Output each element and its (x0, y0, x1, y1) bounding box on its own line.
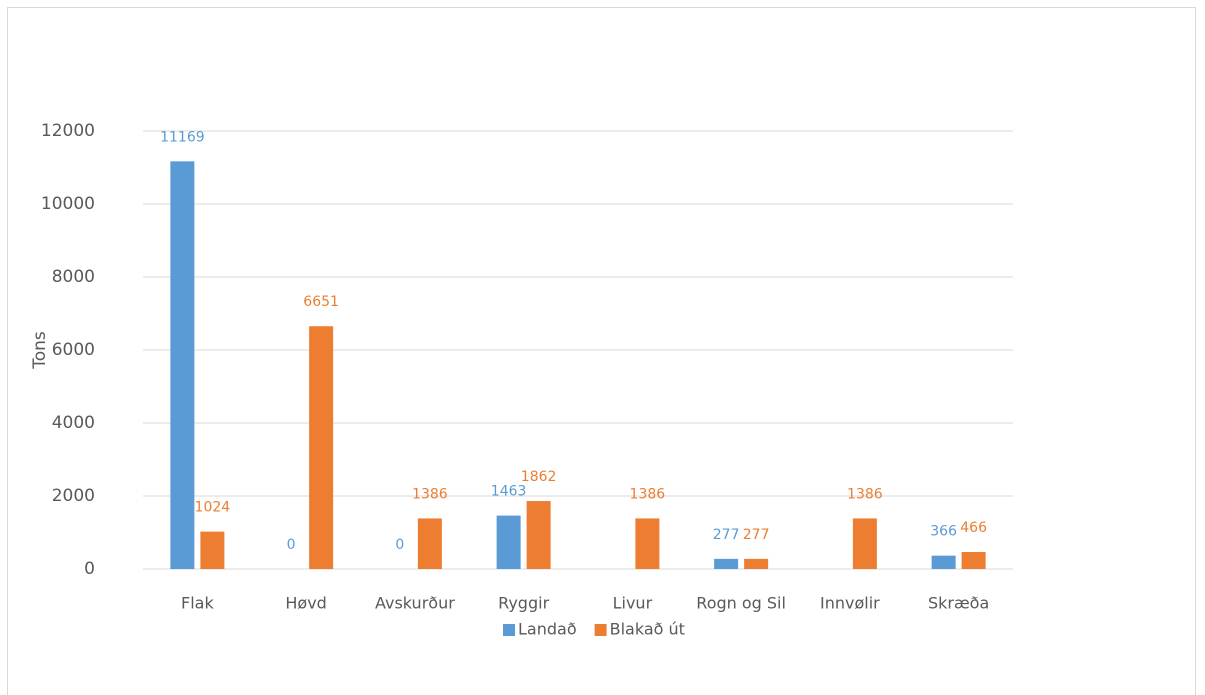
value-label: 0 (287, 537, 296, 553)
y-tick-label: 6000 (52, 340, 95, 360)
value-label: 1386 (412, 486, 448, 502)
bar (931, 555, 956, 569)
value-label: 466 (960, 520, 987, 536)
value-label: 6651 (303, 294, 339, 310)
y-tick-label: 0 (84, 559, 95, 579)
value-label: 277 (743, 527, 770, 543)
chart-border (7, 7, 1196, 695)
y-tick-label: 4000 (52, 413, 95, 433)
value-label: 366 (930, 524, 957, 540)
bar (200, 531, 225, 569)
bar (309, 326, 334, 569)
y-tick-label: 8000 (52, 267, 95, 287)
value-label: 1024 (195, 500, 231, 516)
x-tick-label: Ryggir (498, 594, 549, 613)
legend-label: Blakað út (610, 620, 685, 639)
legend-label: Landað (518, 620, 577, 639)
y-tick-label: 2000 (52, 486, 95, 506)
value-label: 1463 (491, 484, 527, 500)
bar (714, 558, 739, 569)
value-label: 0 (395, 537, 404, 553)
value-label: 1862 (521, 469, 557, 485)
legend-swatch (594, 624, 607, 636)
legend-swatch (503, 624, 515, 636)
bar (496, 515, 521, 569)
x-tick-label: Avskurður (375, 594, 455, 613)
value-label: 1386 (847, 486, 883, 502)
bar (417, 518, 442, 569)
bar (744, 558, 769, 569)
y-tick-label: 12000 (41, 121, 95, 141)
x-tick-label: Livur (613, 594, 653, 613)
x-tick-label: Skræða (928, 594, 989, 613)
bar (961, 551, 986, 569)
x-tick-label: Rogn og Sil (696, 594, 786, 613)
y-tick-label: 10000 (41, 194, 95, 214)
value-label: 1386 (630, 486, 666, 502)
bar (852, 518, 877, 569)
bar (170, 161, 195, 570)
bar (635, 518, 660, 569)
x-tick-label: Flak (181, 594, 214, 613)
bar (526, 501, 551, 569)
value-label: 277 (713, 527, 740, 543)
y-axis-label: Tons (30, 331, 50, 370)
x-tick-label: Høvd (285, 594, 326, 613)
x-tick-label: Innvølir (820, 594, 880, 613)
value-label: 11169 (160, 129, 205, 145)
